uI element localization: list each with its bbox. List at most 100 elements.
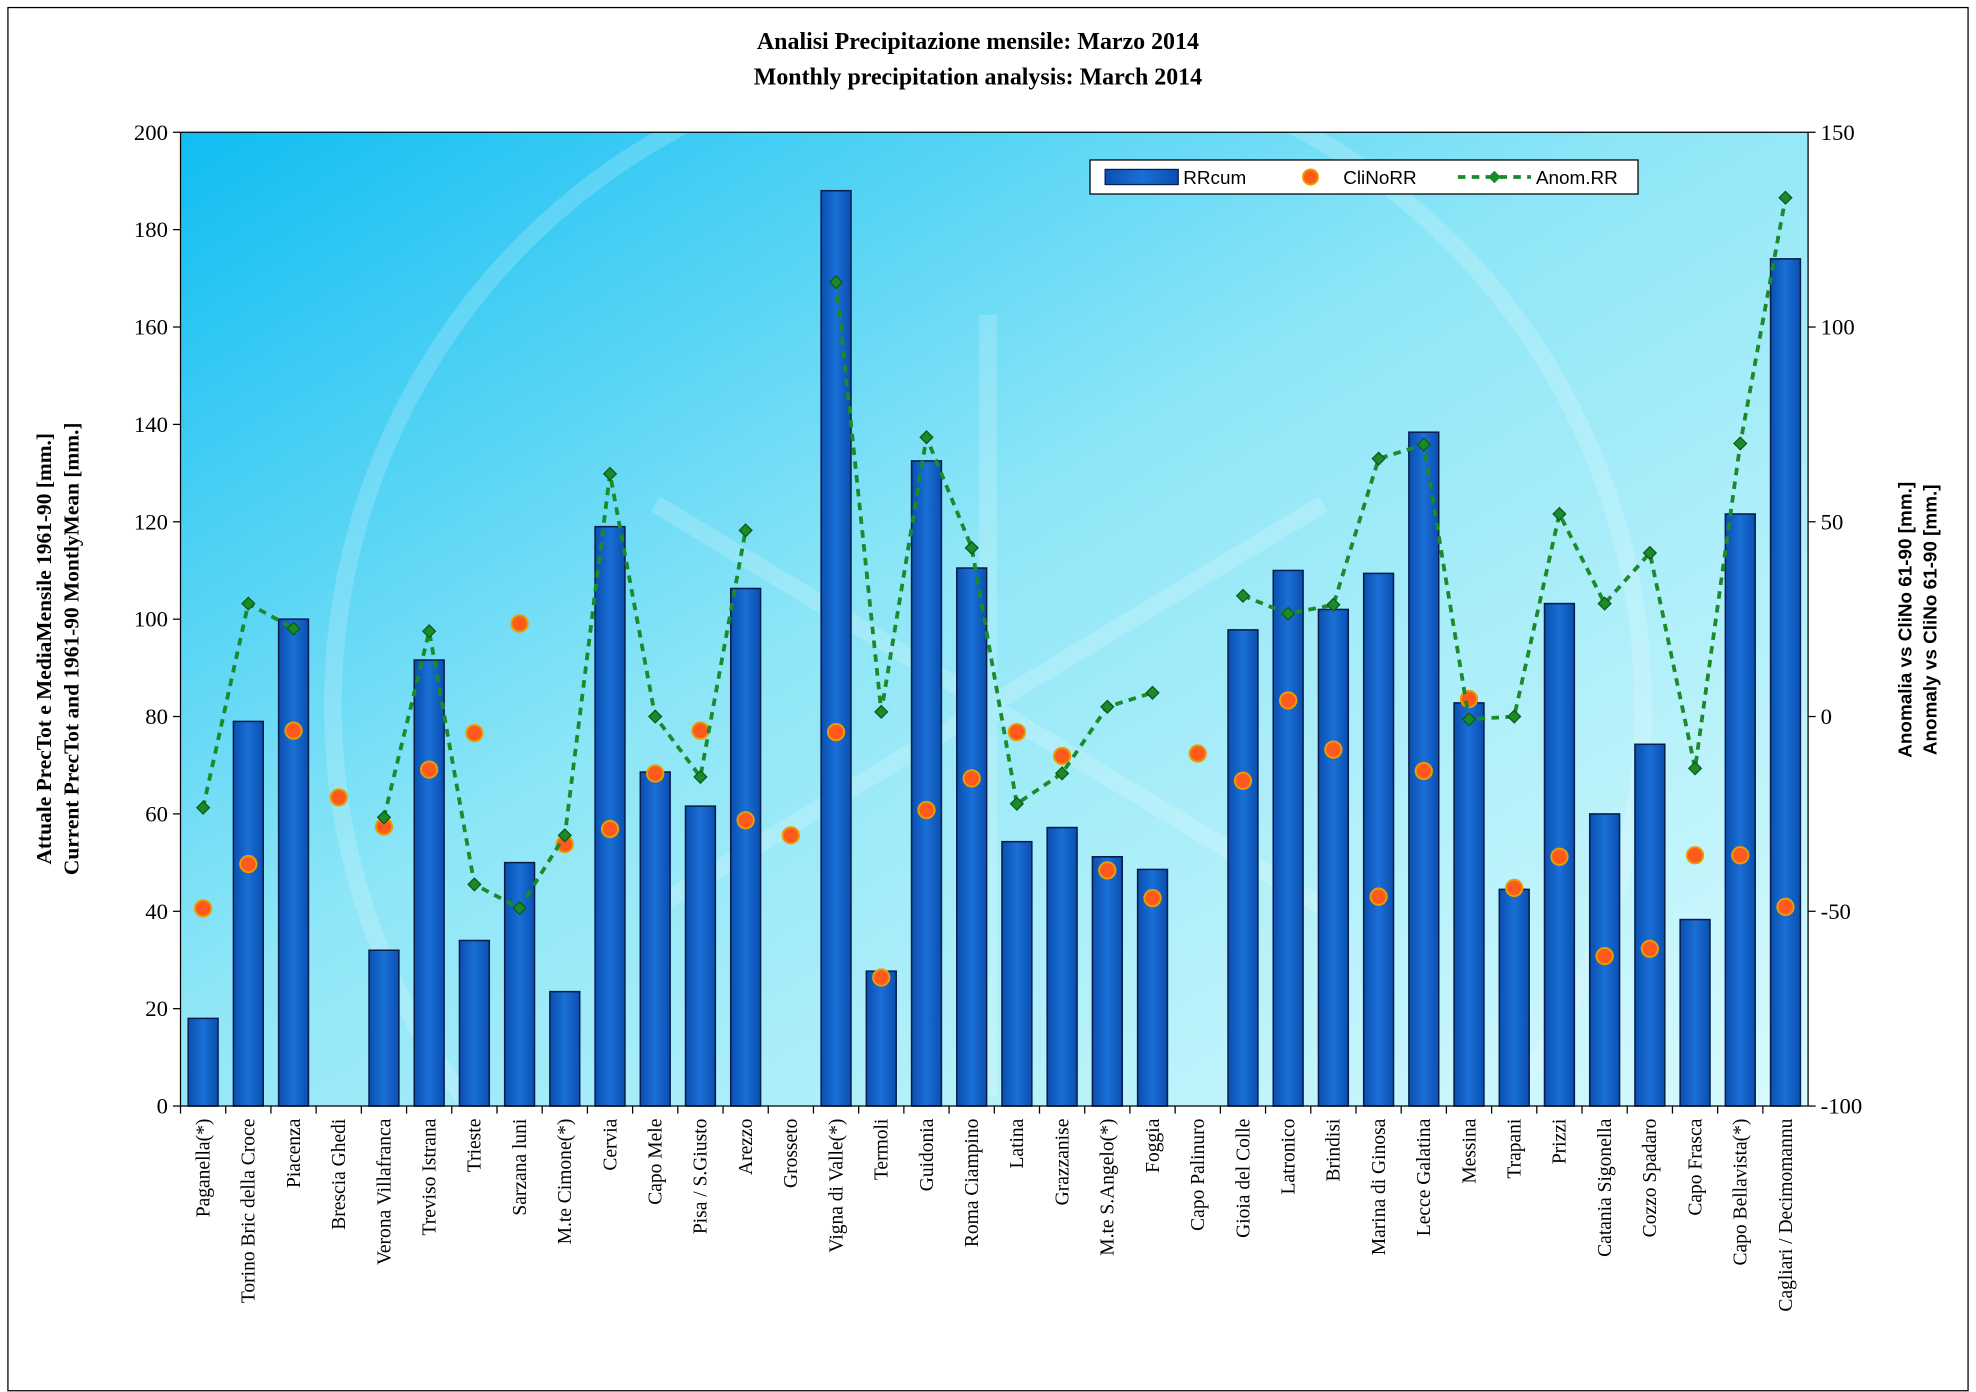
legend-label: Anom.RR [1536,168,1618,189]
line-marker [1235,588,1251,603]
y-tick-label: 0 [157,1094,168,1119]
point [691,721,710,740]
y-tick-label: 140 [134,412,168,437]
line-marker [421,624,437,639]
line-marker [1687,761,1703,776]
point [1685,846,1705,865]
y-tick-label: 20 [145,996,168,1021]
point [1188,744,1207,763]
legend-label: CliNoRR [1343,168,1416,189]
line-marker [693,769,708,785]
y-tick-label: 100 [134,607,168,632]
y-tick-label: 60 [145,801,168,826]
bar [549,990,581,1107]
point [1143,889,1162,908]
point [193,899,213,918]
title: Analisi Precipitazione mensile: Marzo 20… [757,29,1199,55]
x-tick-label: Verona Villafranca [374,1118,395,1265]
point [1098,861,1117,880]
x-tick-label: Cozzo Spadaro [1640,1118,1661,1237]
x-tick-label: Lecce Galatina [1414,1118,1435,1236]
bar [232,720,265,1107]
bar [1272,569,1304,1107]
watermark [324,41,1652,1370]
x-tick-label: Prizzi [1550,1118,1571,1164]
bar [1362,572,1395,1107]
bar [639,771,671,1107]
point [1324,740,1343,759]
line-marker [1778,190,1793,205]
x-tick-label: Gioia del Colle [1233,1119,1254,1238]
plot-area [180,132,1809,1107]
x-tick-label: Paganella(*) [193,1119,214,1218]
x-tick-label: M.te S.Angelo(*) [1098,1119,1119,1256]
y2-axis-label: Anomalia vs CliNo 61-90 [mm.] [1895,482,1916,758]
line-marker [919,430,934,445]
point [420,760,439,779]
y-tick-label: 200 [134,120,168,145]
x-tick-label: Marina di Ginosa [1369,1118,1390,1255]
point [1233,771,1253,790]
point [826,722,846,742]
bar [594,525,626,1107]
x-tick-label: Brindisi [1324,1118,1345,1181]
point [1369,887,1388,906]
x-tick-label: Trapani [1505,1118,1526,1179]
point [465,723,484,743]
line-marker [1145,685,1160,700]
bar [684,805,717,1107]
line-marker [648,709,663,724]
line-marker [512,900,527,916]
line-marker [1280,606,1296,621]
line-marker [557,828,572,843]
y2-tick-label: 100 [1821,315,1855,340]
bar [1091,856,1123,1107]
point [1595,946,1614,966]
line-marker [738,523,753,538]
x-tick-label: Termoli [872,1118,893,1180]
line-marker [1461,712,1477,727]
legend-box [1089,159,1639,195]
line-marker [1009,796,1025,811]
legend-key [1104,168,1179,186]
bar [277,618,310,1107]
point [1731,846,1750,865]
line-marker [1416,437,1431,452]
y2-tick-label: -100 [1821,1094,1863,1119]
point [736,811,755,830]
bar [820,189,852,1107]
bar [458,939,491,1107]
x-tick-label: Torino Bric della Croce [239,1119,260,1304]
bar [910,460,943,1107]
point [917,800,936,820]
line-marker [1507,709,1522,724]
line-marker [286,621,301,636]
y-tick-label: 180 [134,217,168,242]
point [872,968,891,987]
point [284,721,303,740]
legend-key [1488,170,1501,184]
legend-label: RRcum [1183,168,1246,189]
line-marker [1100,699,1115,714]
line-marker [602,466,618,482]
x-tick-label: Treviso Istrana [419,1118,440,1235]
line-marker [1326,597,1341,612]
x-tick-label: Grosseto [781,1118,802,1188]
bar [1769,258,1802,1107]
line-marker [1597,596,1612,611]
title: Monthly precipitation analysis: March 20… [754,64,1202,90]
line-marker [1733,436,1748,451]
y-tick-label: 120 [134,509,168,534]
bar [956,567,988,1107]
line-marker [1642,545,1658,561]
x-tick-label: Latronico [1278,1118,1299,1194]
x-tick-label: Messina [1459,1118,1480,1183]
line-marker [241,596,256,611]
x-tick-label: Brescia Ghedi [329,1118,350,1230]
x-tick-label: Pisa / S.Giusto [691,1118,712,1234]
point [962,769,981,788]
line-marker [1552,506,1567,522]
x-tick-label: Grazzanise [1052,1119,1073,1206]
line-marker [874,704,889,720]
